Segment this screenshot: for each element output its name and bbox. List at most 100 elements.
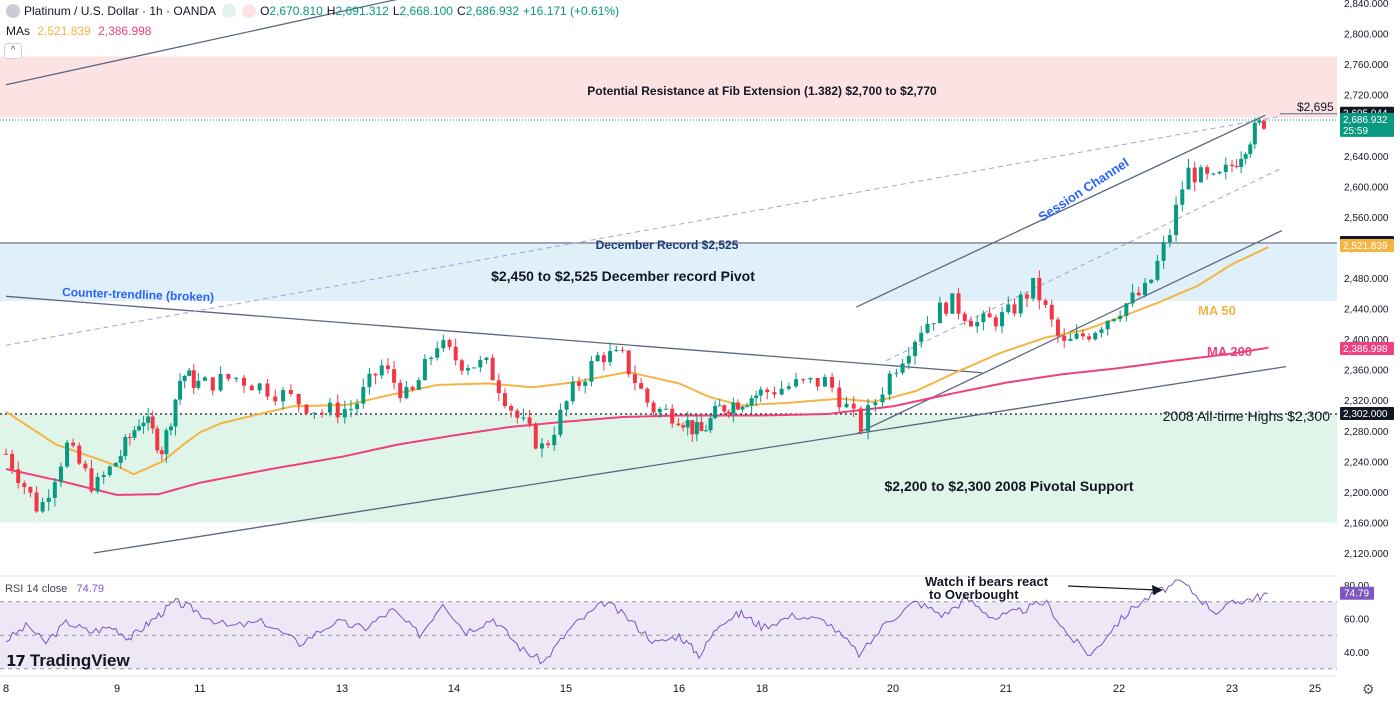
level-2695-label: $2,695 bbox=[1297, 100, 1334, 114]
candle-body bbox=[466, 368, 470, 371]
candle-body bbox=[113, 462, 118, 467]
candles-group bbox=[4, 117, 1266, 514]
candle-body bbox=[182, 375, 187, 381]
ma50-label: MA 50 bbox=[1198, 303, 1236, 318]
candle-body bbox=[107, 466, 112, 476]
candle-body bbox=[880, 394, 885, 403]
candle-body bbox=[95, 477, 100, 492]
candle-body bbox=[459, 360, 464, 371]
candle-body bbox=[150, 416, 155, 429]
data-delay-icon[interactable] bbox=[242, 4, 257, 18]
candle-body bbox=[670, 408, 675, 424]
candle-body bbox=[626, 350, 631, 375]
candle-body bbox=[496, 380, 501, 394]
candle-body bbox=[312, 412, 317, 414]
price-tick-label: 2,560.000 bbox=[1344, 213, 1389, 224]
candle-body bbox=[242, 377, 247, 386]
candle-body bbox=[335, 402, 340, 418]
candle-body bbox=[740, 406, 745, 410]
high-value: 2,691.312 bbox=[335, 4, 389, 18]
candle-body bbox=[1105, 320, 1110, 330]
candle-body bbox=[830, 376, 835, 388]
time-tick-label: 8 bbox=[3, 683, 9, 695]
candle-body bbox=[58, 466, 63, 483]
price-tick-label: 2,640.000 bbox=[1344, 152, 1389, 163]
moving-averages-legend[interactable]: MAs 2,521.839 2,386.998 bbox=[6, 24, 151, 38]
candle-body bbox=[515, 410, 520, 418]
candle-body bbox=[1062, 335, 1067, 341]
candle-body bbox=[685, 420, 690, 428]
candle-body bbox=[1211, 173, 1216, 175]
tradingview-logo[interactable]: 𝟭𝟳 TradingView bbox=[6, 651, 130, 671]
candle-body bbox=[16, 469, 21, 484]
candle-body bbox=[699, 422, 704, 432]
candle-body bbox=[429, 357, 434, 360]
candle-body bbox=[576, 381, 581, 386]
candle-body bbox=[533, 423, 538, 449]
time-tick-label: 23 bbox=[1226, 683, 1238, 695]
candle-body bbox=[956, 293, 961, 314]
candle-body bbox=[348, 408, 353, 410]
price-tick-label: 2,760.000 bbox=[1344, 60, 1389, 71]
market-open-status-icon[interactable] bbox=[222, 4, 237, 18]
candle-body bbox=[1252, 122, 1257, 145]
trendline-session-channel-mid bbox=[886, 167, 1283, 361]
candle-body bbox=[1198, 167, 1203, 183]
candle-body bbox=[708, 418, 713, 431]
candle-body bbox=[34, 492, 39, 512]
candle-body bbox=[539, 443, 544, 449]
candle-body bbox=[83, 463, 88, 469]
candle-body bbox=[1074, 333, 1079, 339]
candle-body bbox=[1155, 260, 1160, 280]
candle-body bbox=[173, 399, 178, 427]
watch-arrow-line bbox=[1067, 585, 1157, 591]
candle-body bbox=[950, 293, 955, 314]
close-label: C bbox=[456, 4, 466, 18]
trendline-long-dashed-extension bbox=[5, 115, 1282, 346]
candle-body bbox=[40, 501, 45, 512]
candle-body bbox=[273, 396, 278, 402]
candle-body bbox=[873, 402, 878, 406]
candle-body bbox=[355, 403, 360, 409]
candle-body bbox=[1055, 319, 1060, 336]
candle-body bbox=[1205, 167, 1210, 174]
price-tag-label: 2,686.932 bbox=[1343, 115, 1388, 126]
low-label: L bbox=[392, 4, 400, 18]
zone-2 bbox=[0, 413, 1337, 523]
candle-body bbox=[410, 387, 415, 390]
candle-body bbox=[962, 313, 967, 321]
gear-icon[interactable]: ⚙ bbox=[1362, 681, 1375, 697]
rsi-legend[interactable]: RSI 14 close 74.79 bbox=[5, 583, 104, 595]
mas-label: MAs bbox=[6, 24, 30, 38]
candle-body bbox=[1031, 277, 1036, 299]
candle-body bbox=[1087, 336, 1092, 340]
candle-body bbox=[731, 402, 736, 414]
rsi-tick-label: 40.00 bbox=[1344, 648, 1369, 659]
candle-body bbox=[815, 378, 820, 387]
symbol-title[interactable]: Platinum / U.S. Dollar · 1h · OANDA bbox=[24, 4, 217, 18]
candle-body bbox=[1161, 242, 1166, 261]
tradingview-mark-icon: 𝟭𝟳 bbox=[6, 653, 26, 670]
chevron-up-icon: ^ bbox=[10, 45, 16, 56]
candle-body bbox=[676, 423, 681, 426]
price-tick-label: 2,200.000 bbox=[1344, 488, 1389, 499]
time-tick-label: 11 bbox=[194, 683, 205, 695]
candle-body bbox=[1257, 120, 1262, 123]
time-tick-label: 20 bbox=[887, 683, 899, 695]
candle-body bbox=[779, 388, 784, 395]
candle-body bbox=[127, 437, 132, 439]
candle-body bbox=[1124, 303, 1129, 316]
collapse-legend-button[interactable]: ^ bbox=[4, 43, 22, 59]
candle-body bbox=[735, 402, 740, 410]
legend-header: Platinum / U.S. Dollar · 1h · OANDA O 2,6… bbox=[0, 0, 619, 22]
candle-body bbox=[713, 405, 718, 419]
candle-body bbox=[141, 422, 146, 427]
watch-note-line2: to Overbought bbox=[929, 587, 1019, 602]
candle-body bbox=[1174, 204, 1179, 236]
candle-body bbox=[601, 355, 606, 363]
candle-body bbox=[281, 390, 286, 402]
trendline-counter-trendline bbox=[5, 295, 983, 374]
candle-body bbox=[717, 405, 722, 407]
